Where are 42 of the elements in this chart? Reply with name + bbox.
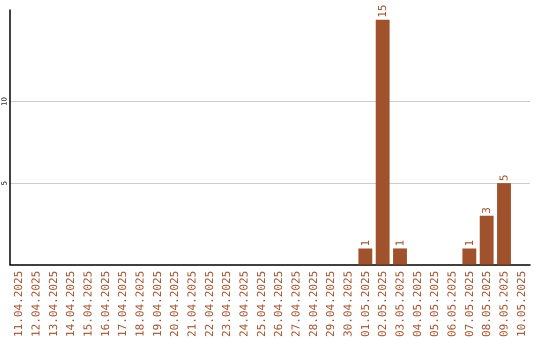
data-label: 15 [376, 4, 390, 18]
x-tick-label: 17.04.2025 [116, 270, 130, 338]
x-tick-label: 08.05.2025 [480, 270, 494, 338]
data-label: 1 [462, 240, 476, 246]
x-tick-label: 21.04.2025 [186, 270, 198, 338]
x-tick-label: 27.04.2025 [290, 270, 302, 338]
x-tick-label: 06.05.2025 [446, 270, 458, 338]
bar [393, 248, 407, 265]
bar [497, 183, 511, 265]
x-tick-label: 19.04.2025 [150, 270, 164, 338]
x-tick-label: 23.04.2025 [220, 270, 234, 338]
data-label: 1 [358, 240, 372, 246]
x-tick-label: 07.05.2025 [462, 270, 476, 338]
data-label: 5 [498, 174, 510, 182]
data-label: 3 [480, 207, 494, 214]
x-tick-label: 13.04.2025 [46, 270, 60, 338]
x-tick-label: 02.05.2025 [376, 270, 390, 338]
data-label: 1 [394, 240, 406, 246]
x-tick-label: 28.04.2025 [306, 270, 320, 338]
x-tick-label: 10.05.2025 [514, 270, 528, 338]
x-tick-label: 18.04.2025 [134, 270, 146, 338]
x-tick-label: 09.05.2025 [498, 270, 510, 338]
x-tick-label: 15.04.2025 [82, 270, 94, 338]
x-tick-label: 04.05.2025 [410, 270, 424, 338]
bar [462, 248, 476, 265]
x-tick-label: 30.04.2025 [342, 270, 354, 338]
x-tick-label: 01.05.2025 [358, 270, 372, 338]
x-tick-label: 12.04.2025 [30, 270, 42, 338]
x-tick-label: 11.04.2025 [12, 270, 26, 338]
x-tick-label: 29.04.2025 [324, 270, 338, 338]
x-tick-label: 05.05.2025 [428, 270, 442, 338]
bar [376, 20, 390, 265]
x-tick-label: 20.04.2025 [168, 270, 182, 338]
x-tick-label: 16.04.2025 [98, 270, 112, 338]
x-tick-label: 03.05.2025 [394, 270, 406, 338]
x-tick-label: 22.04.2025 [202, 270, 216, 338]
bar [358, 248, 372, 265]
x-tick-label: 24.04.2025 [238, 270, 250, 338]
bar [480, 216, 494, 265]
x-tick-label: 25.04.2025 [254, 270, 268, 338]
x-tick-label: 26.04.2025 [272, 270, 286, 338]
x-tick-label: 14.04.2025 [64, 270, 78, 338]
